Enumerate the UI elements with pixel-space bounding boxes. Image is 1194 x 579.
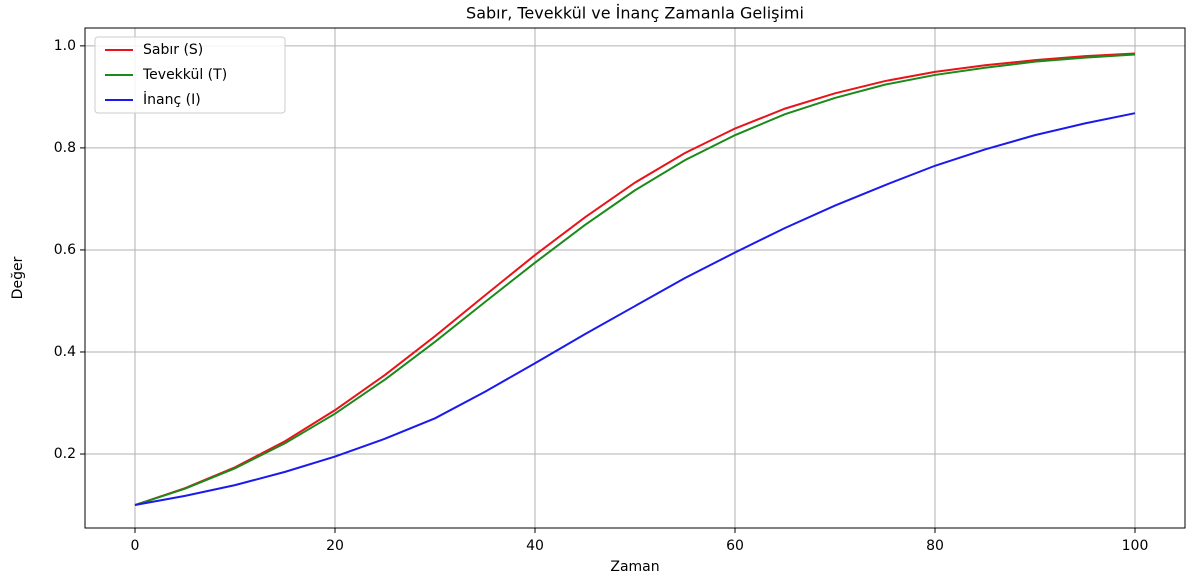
y-tick-label: 1.0 — [54, 38, 76, 54]
legend-label: Tevekkül (T) — [142, 67, 227, 83]
x-tick-label: 80 — [926, 538, 944, 554]
y-tick-label: 0.2 — [54, 446, 76, 462]
plot-frame — [84, 27, 1186, 529]
x-tick-label: 40 — [526, 538, 544, 554]
line-series — [134, 52, 1136, 506]
x-tick-label: 100 — [1122, 538, 1149, 554]
y-tick-label: 0.4 — [54, 344, 76, 360]
x-tick-label: 0 — [131, 538, 140, 554]
x-axis-label: Zaman — [610, 559, 659, 575]
line-series — [134, 112, 1136, 507]
legend-label: İnanç (I) — [143, 90, 201, 108]
y-tick-label: 0.6 — [54, 242, 76, 258]
legend-box — [94, 36, 286, 114]
legend-label: Sabır (S) — [143, 42, 203, 58]
chart-title: Sabır, Tevekkül ve İnanç Zamanla Gelişim… — [466, 4, 804, 23]
line-series — [134, 53, 1136, 506]
x-tick-label: 60 — [726, 538, 744, 554]
y-axis-label: Değer — [10, 256, 26, 299]
x-tick-label: 20 — [326, 538, 344, 554]
y-tick-label: 0.8 — [54, 140, 76, 156]
